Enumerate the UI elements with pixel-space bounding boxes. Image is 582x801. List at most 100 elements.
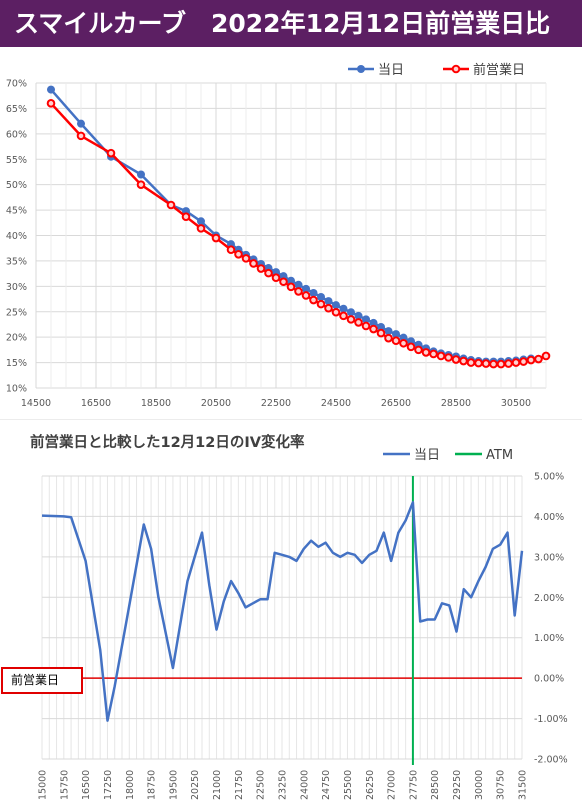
data-point xyxy=(421,348,431,357)
x-tick-label: 29250 xyxy=(452,770,463,800)
data-point xyxy=(384,327,393,336)
x-tick-label: 23250 xyxy=(278,770,289,800)
x-tick-label: 31500 xyxy=(518,770,529,800)
data-point xyxy=(196,224,206,233)
data-point xyxy=(347,308,355,317)
data-point xyxy=(489,359,498,369)
x-tick-label: 30000 xyxy=(474,770,485,800)
smile-curve-chart: 10% 15% 20% 25% 30% 35% 40% 45% 50% 55% 60% 65% 70% 1… xyxy=(0,62,582,420)
prev-series-line xyxy=(50,102,547,366)
y-tick-label: 65% xyxy=(6,104,27,115)
data-point xyxy=(279,277,288,287)
data-point xyxy=(519,357,528,366)
x-tick-label: 20250 xyxy=(190,770,201,800)
data-point xyxy=(136,180,146,189)
x-tick-label: 24000 xyxy=(299,770,310,800)
data-point xyxy=(429,349,438,359)
data-point xyxy=(377,323,385,331)
iv-change-chart: 前営業日と比較した12月12日のIV変化率 -2.00% -1.00% 0.00% 1.… xyxy=(30,433,568,800)
legend-label: 前営業日 xyxy=(473,62,525,78)
x-tick-label: 28500 xyxy=(441,398,471,409)
legend-today: 当日 xyxy=(383,448,440,463)
data-point xyxy=(369,324,378,334)
data-point xyxy=(211,233,221,243)
y-tick-label: 10% xyxy=(6,384,27,395)
prev-day-callout: 前営業日 xyxy=(1,667,83,694)
data-point xyxy=(309,295,318,305)
y-tick-label: 30% xyxy=(6,282,27,293)
legend-label: 当日 xyxy=(378,63,404,78)
x-tick-label: 18750 xyxy=(147,770,158,800)
data-point xyxy=(466,358,476,367)
x-tick-label: 24500 xyxy=(321,398,351,409)
data-point xyxy=(436,351,446,361)
y-tick-label: 4.00% xyxy=(534,512,564,523)
y-tick-label: 25% xyxy=(6,307,27,318)
data-point xyxy=(286,282,296,292)
y-tick-label: 1.00% xyxy=(534,633,564,644)
data-point xyxy=(339,304,348,313)
x-tick-label: 21750 xyxy=(234,770,245,800)
data-point xyxy=(301,291,311,300)
x-tick-label: 18000 xyxy=(125,770,136,800)
data-point xyxy=(354,318,363,327)
x-tick-label: 21000 xyxy=(212,770,223,800)
data-point xyxy=(302,284,310,293)
x-tick-label: 20500 xyxy=(201,398,231,409)
y-tick-label: 0.00% xyxy=(534,674,564,685)
data-point xyxy=(361,321,371,331)
legend-prev-series: 前営業日 xyxy=(443,62,525,78)
page-title-text: スマイルカーブ 2022年12月12日前営業日比 xyxy=(14,9,551,38)
x-tick-label: 28500 xyxy=(430,770,441,800)
data-point xyxy=(511,358,521,367)
legend-today-series: 当日 xyxy=(348,63,404,78)
legend-label: 当日 xyxy=(414,448,440,463)
data-point xyxy=(534,354,543,364)
data-point xyxy=(77,119,85,128)
x-tick-label: 22500 xyxy=(261,398,291,409)
data-point xyxy=(226,245,236,255)
x-tick-label: 30500 xyxy=(501,398,531,409)
data-point xyxy=(391,336,401,346)
data-point xyxy=(46,99,56,108)
data-point xyxy=(481,359,491,368)
x-tick-label: 24750 xyxy=(321,770,332,800)
data-point xyxy=(406,342,416,352)
data-point xyxy=(451,355,461,364)
today-series-line xyxy=(41,501,524,722)
legend-atm: ATM xyxy=(455,448,513,463)
y-tick-label: 40% xyxy=(6,231,27,242)
data-point xyxy=(414,345,423,355)
data-point xyxy=(541,351,551,361)
x-tick-label: 14500 xyxy=(21,398,51,409)
data-point xyxy=(474,358,483,368)
y-tick-label: 35% xyxy=(6,256,27,267)
data-point xyxy=(362,315,370,324)
page-title: スマイルカーブ 2022年12月12日前営業日比 xyxy=(0,0,582,47)
data-point xyxy=(376,328,386,338)
y-tick-label: 45% xyxy=(6,206,27,217)
data-point xyxy=(76,131,86,141)
data-point xyxy=(399,338,408,348)
x-tick-label: 25500 xyxy=(343,770,354,800)
data-point xyxy=(331,307,341,317)
data-point xyxy=(526,355,536,365)
data-point xyxy=(234,250,243,259)
data-point xyxy=(384,333,393,343)
data-point xyxy=(332,301,340,310)
data-point xyxy=(166,200,176,210)
legend-marker xyxy=(357,65,365,73)
y-tick-label: 50% xyxy=(6,180,27,191)
y-tick-label: 20% xyxy=(6,333,27,344)
data-point xyxy=(369,318,378,327)
data-point xyxy=(346,315,356,324)
y-tick-label: -2.00% xyxy=(534,755,568,766)
data-point xyxy=(339,311,348,321)
chart2-title: 前営業日と比較した12月12日のIV変化率 xyxy=(30,433,305,451)
x-tick-label: 19500 xyxy=(168,770,179,800)
data-point xyxy=(496,359,506,369)
data-point xyxy=(106,148,116,158)
x-tick-label: 15000 xyxy=(38,770,49,800)
data-point xyxy=(241,254,251,263)
data-point xyxy=(256,264,266,273)
